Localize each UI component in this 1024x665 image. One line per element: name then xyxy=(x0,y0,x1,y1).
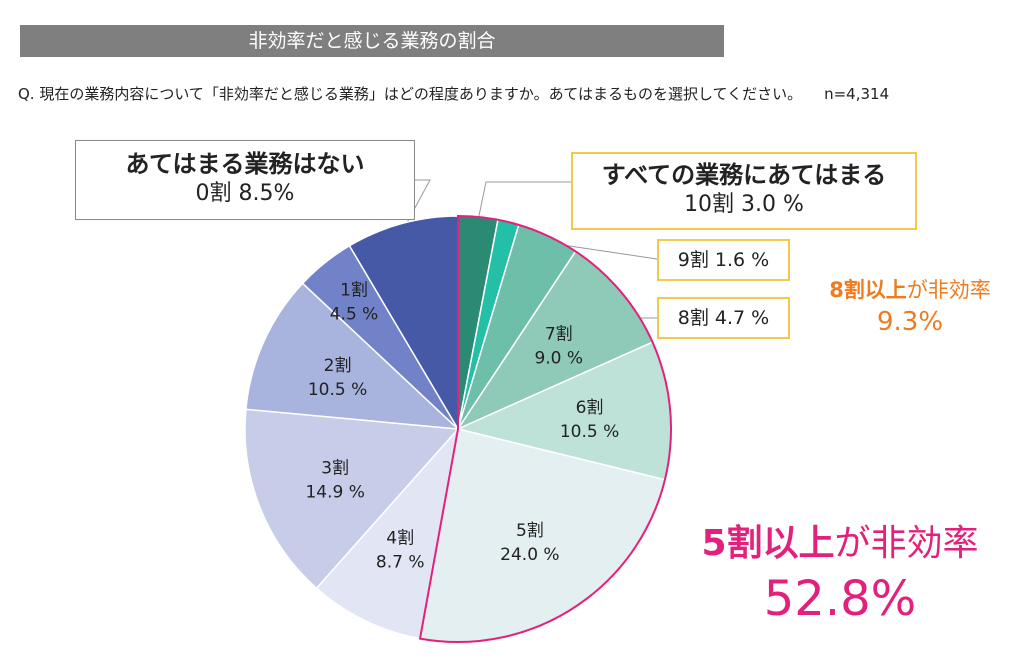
pie-slices xyxy=(244,215,672,643)
callout-none-value: 0割 8.5% xyxy=(195,181,295,206)
pie-slice-7 xyxy=(244,408,460,590)
callout-all-value: 10割 3.0 % xyxy=(684,192,804,217)
title-bar: 非効率だと感じる業務の割合 xyxy=(20,25,724,57)
slice-label-name-8: 2割 xyxy=(324,356,352,376)
note-5plus-bold: 5割以上 xyxy=(701,523,835,564)
callout-all: すべての業務にあてはまる 10割 3.0 % xyxy=(571,152,917,230)
sample-size: n=4,314 xyxy=(824,85,890,103)
slice-label-pct-8: 10.5 % xyxy=(308,380,367,400)
slice-label-pct-3: 9.0 % xyxy=(534,349,583,369)
pie-slice-8 xyxy=(245,282,461,430)
slice-label-name-4: 6割 xyxy=(576,398,604,418)
slice-label-name-9: 1割 xyxy=(340,280,368,300)
slice-label-name-6: 4割 xyxy=(386,529,414,549)
note-8plus: 8割以上が非効率 9.3% xyxy=(800,275,1020,339)
note-8plus-value: 9.3% xyxy=(876,307,944,337)
slice-label-pct-6: 8.7 % xyxy=(376,553,425,573)
callout-eight-text: 8割 4.7 % xyxy=(677,307,770,329)
slice-label-pct-5: 24.0 % xyxy=(500,545,559,565)
note-8plus-bold: 8割以上 xyxy=(829,278,907,302)
callout-all-title: すべての業務にあてはまる xyxy=(601,161,887,189)
question-text: Q. 現在の業務内容について「非効率だと感じる業務」はどの程度ありますか。あては… xyxy=(18,83,889,104)
slice-label-name-3: 7割 xyxy=(545,325,573,345)
pie-slice-6 xyxy=(315,426,460,640)
slice-label-pct-7: 14.9 % xyxy=(305,482,364,502)
chart-title: 非効率だと感じる業務の割合 xyxy=(248,30,496,52)
slice-label-pct-4: 10.5 % xyxy=(560,422,619,442)
callout-nine: 9割 1.6 % xyxy=(657,239,790,281)
pie-slice-10 xyxy=(348,215,459,432)
callout-nine-text: 9割 1.6 % xyxy=(677,249,770,271)
callout-none: あてはまる業務はない 0割 8.5% xyxy=(75,140,415,220)
leader-10wari xyxy=(477,181,571,224)
note-5plus: 5割以上が非効率 52.8% xyxy=(660,520,1020,630)
slice-label-name-5: 5割 xyxy=(516,521,544,541)
question-label: Q. 現在の業務内容について「非効率だと感じる業務」はどの程度ありますか。あては… xyxy=(18,85,803,103)
note-5plus-value: 52.8% xyxy=(763,571,917,627)
callout-none-title: あてはまる業務はない xyxy=(125,150,365,178)
slice-label-name-7: 3割 xyxy=(321,458,349,478)
highlight-5plus-outline xyxy=(418,214,672,643)
note-8plus-rest: が非効率 xyxy=(906,278,991,302)
slice-label-pct-9: 4.5 % xyxy=(330,304,379,324)
note-5plus-rest: が非効率 xyxy=(834,523,979,564)
slice-labels: 7割 9.0 % 6割 10.5 % 5割 24.0 % 4割 8.7 % 3割 14.9 % 2割… xyxy=(305,280,619,572)
callout-eight: 8割 4.7 % xyxy=(657,297,790,339)
